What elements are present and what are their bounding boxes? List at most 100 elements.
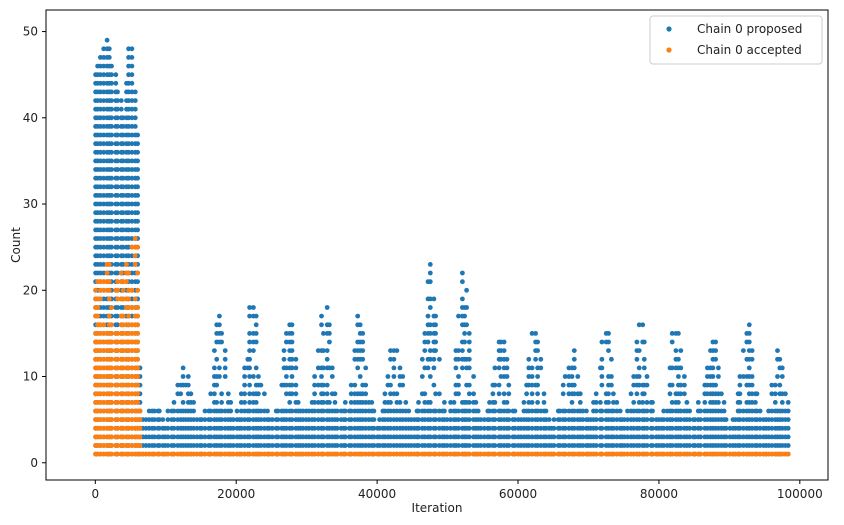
- accepted-point: [101, 279, 107, 285]
- proposed-point: [312, 374, 317, 379]
- proposed-point: [129, 63, 135, 69]
- proposed-point: [129, 193, 135, 198]
- proposed-point: [496, 365, 502, 371]
- proposed-point: [293, 365, 299, 371]
- proposed-point: [256, 391, 261, 397]
- accepted-point: [104, 270, 110, 276]
- proposed-point: [238, 417, 244, 422]
- accepted-point: [482, 451, 487, 457]
- accepted-point: [526, 451, 532, 457]
- proposed-point: [676, 400, 681, 405]
- proposed-point: [644, 408, 650, 414]
- proposed-point: [120, 210, 126, 216]
- proposed-point: [593, 434, 599, 440]
- proposed-point: [101, 253, 107, 259]
- proposed-point: [400, 382, 406, 388]
- proposed-point: [289, 425, 295, 431]
- proposed-point: [512, 434, 518, 440]
- proposed-point: [506, 425, 512, 431]
- accepted-point: [698, 451, 703, 457]
- accepted-point: [137, 443, 143, 448]
- proposed-point: [433, 391, 438, 397]
- proposed-point: [126, 184, 131, 190]
- proposed-point: [120, 305, 126, 310]
- proposed-point: [284, 434, 289, 440]
- proposed-point: [427, 374, 433, 379]
- accepted-point: [723, 451, 729, 457]
- accepted-point: [466, 451, 472, 457]
- proposed-point: [737, 400, 743, 405]
- proposed-point: [466, 331, 472, 336]
- accepted-point: [135, 244, 141, 250]
- proposed-point: [388, 434, 393, 440]
- proposed-point: [156, 408, 162, 414]
- proposed-point: [571, 382, 577, 388]
- x-tick-label: 60000: [499, 487, 537, 501]
- proposed-point: [312, 443, 317, 448]
- proposed-point: [120, 244, 126, 250]
- proposed-point: [560, 391, 566, 397]
- proposed-point: [369, 400, 375, 405]
- proposed-point: [749, 374, 755, 379]
- proposed-point: [357, 374, 363, 379]
- proposed-point: [529, 391, 535, 397]
- accepted-point: [757, 451, 763, 457]
- proposed-point: [348, 434, 354, 440]
- accepted-point: [106, 313, 112, 319]
- accepted-point: [580, 451, 586, 457]
- proposed-point: [247, 356, 253, 362]
- proposed-point: [321, 425, 326, 431]
- proposed-point: [599, 408, 605, 414]
- proposed-point: [98, 262, 103, 267]
- proposed-point: [492, 400, 498, 405]
- proposed-point: [593, 391, 599, 397]
- proposed-point: [669, 417, 675, 422]
- accepted-point: [135, 287, 141, 293]
- proposed-point: [625, 443, 630, 448]
- proposed-point: [678, 417, 684, 422]
- proposed-point: [132, 98, 138, 103]
- proposed-point: [571, 417, 577, 422]
- proposed-point: [126, 201, 131, 207]
- proposed-point: [98, 124, 103, 129]
- proposed-point: [371, 425, 377, 431]
- proposed-point: [360, 331, 366, 336]
- proposed-point: [109, 80, 114, 86]
- proposed-point: [129, 236, 135, 241]
- proposed-point: [129, 227, 135, 233]
- proposed-point: [535, 400, 540, 405]
- accepted-point: [120, 408, 126, 414]
- proposed-point: [448, 434, 453, 440]
- proposed-point: [682, 382, 687, 388]
- proposed-point: [456, 408, 461, 414]
- accepted-point: [120, 348, 126, 353]
- proposed-point: [388, 400, 393, 405]
- proposed-point: [152, 434, 157, 440]
- proposed-point: [228, 400, 234, 405]
- proposed-point: [475, 408, 481, 414]
- accepted-point: [557, 451, 563, 457]
- proposed-point: [737, 391, 743, 397]
- proposed-point: [115, 141, 120, 147]
- proposed-point: [98, 80, 103, 86]
- proposed-point: [120, 253, 126, 259]
- proposed-point: [713, 356, 718, 362]
- proposed-point: [191, 443, 197, 448]
- proposed-point: [126, 55, 131, 60]
- proposed-point: [650, 434, 655, 440]
- proposed-point: [135, 193, 141, 198]
- proposed-point: [427, 425, 433, 431]
- proposed-point: [348, 417, 354, 422]
- accepted-point: [132, 253, 138, 259]
- proposed-point: [466, 443, 472, 448]
- proposed-point: [101, 305, 107, 310]
- accepted-point: [135, 305, 141, 310]
- proposed-point: [342, 434, 348, 440]
- proposed-point: [321, 348, 326, 353]
- proposed-point: [135, 227, 141, 233]
- proposed-point: [342, 400, 348, 405]
- accepted-point: [120, 451, 126, 457]
- proposed-point: [98, 210, 103, 216]
- proposed-point: [126, 210, 131, 216]
- accepted-point: [115, 348, 120, 353]
